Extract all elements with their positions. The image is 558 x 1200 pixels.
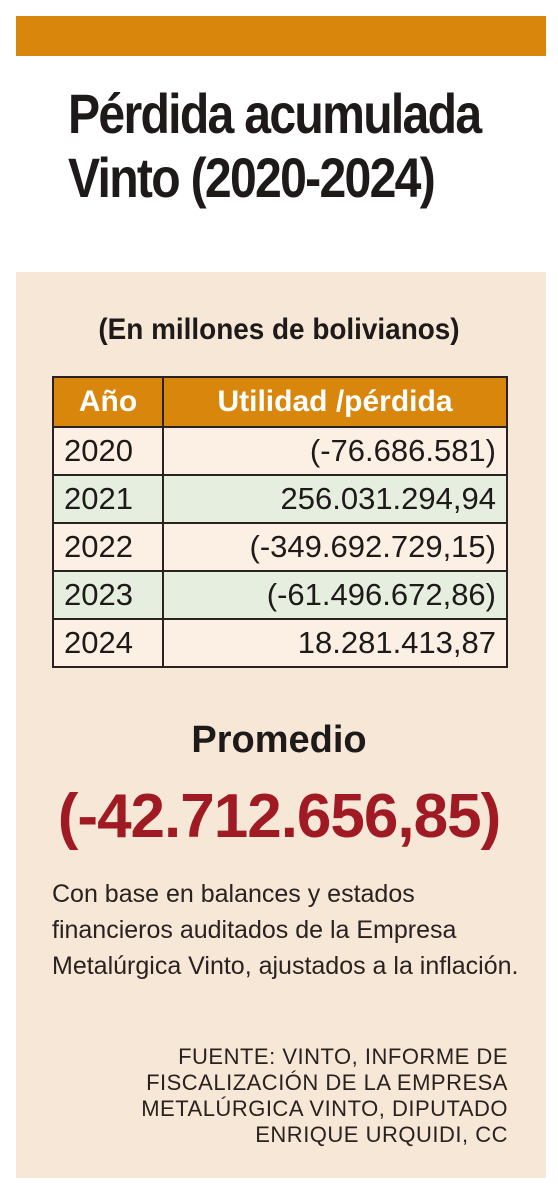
table-row: 2022 (-349.692.729,15)	[52, 522, 508, 572]
table-row: 2021 256.031.294,94	[52, 474, 508, 524]
data-table: Año Utilidad /pérdida 2020 (-76.686.581)…	[52, 376, 508, 668]
year-cell: 2021	[52, 474, 164, 524]
table-row: 2024 18.281.413,87	[52, 618, 508, 668]
source-credit: FUENTE: VINTO, INFORME DE FISCALIZACIÓN …	[141, 1044, 508, 1147]
value-cell: (-76.686.581)	[162, 426, 508, 476]
value-cell: (-349.692.729,15)	[162, 522, 508, 572]
title-line-2: Vinto (2020-2024)	[68, 146, 436, 209]
column-header-year: Año	[52, 376, 164, 428]
year-cell: 2020	[52, 426, 164, 476]
year-cell: 2024	[52, 618, 164, 668]
average-label: Promedio	[191, 719, 367, 761]
table-row: 2020 (-76.686.581)	[52, 426, 508, 476]
year-cell: 2023	[52, 570, 164, 620]
table-subtitle: (En millones de bolivianos)	[98, 313, 460, 346]
top-accent-bar	[16, 16, 546, 56]
value-cell: 256.031.294,94	[162, 474, 508, 524]
value-cell: (-61.496.672,86)	[162, 570, 508, 620]
page-title: Pérdida acumulada Vinto (2020-2024)	[68, 82, 482, 210]
table-row: 2023 (-61.496.672,86)	[52, 570, 508, 620]
year-cell: 2022	[52, 522, 164, 572]
table-header-row: Año Utilidad /pérdida	[52, 376, 508, 428]
column-header-value: Utilidad /pérdida	[162, 376, 508, 428]
value-cell: 18.281.413,87	[162, 618, 508, 668]
average-value: (-42.712.656,85)	[57, 782, 501, 851]
title-line-1: Pérdida acumulada	[68, 82, 482, 145]
methodology-note: Con base en balances y estados financier…	[52, 880, 519, 980]
